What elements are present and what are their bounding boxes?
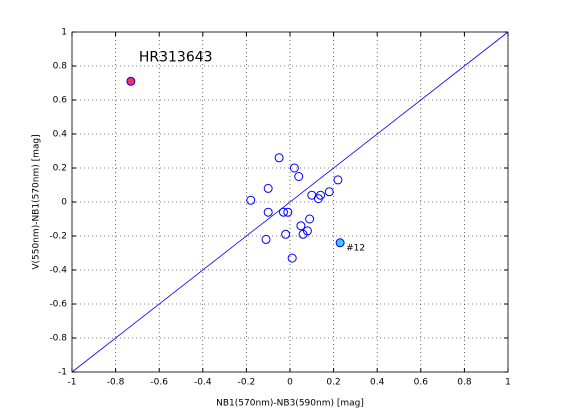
point bbox=[261, 234, 271, 244]
point bbox=[281, 229, 291, 239]
point bbox=[283, 207, 293, 217]
reference-line bbox=[71, 31, 509, 373]
x-tick-label: -0.2 bbox=[238, 378, 256, 388]
y-tick-label: -0.4 bbox=[49, 266, 67, 276]
point bbox=[335, 238, 345, 248]
point-label: HR313643 bbox=[139, 49, 213, 65]
y-tick-label: 0.6 bbox=[53, 96, 68, 106]
x-tick-label: 0 bbox=[287, 378, 293, 388]
x-tick-label: 1 bbox=[505, 378, 511, 388]
point bbox=[333, 175, 343, 185]
y-tick-label: -0.6 bbox=[49, 300, 67, 310]
x-tick-label: -0.4 bbox=[194, 378, 212, 388]
y-tick-label: 0.2 bbox=[53, 164, 67, 174]
y-tick-label: 0 bbox=[61, 198, 67, 208]
x-tick-label: -1 bbox=[68, 378, 77, 388]
point bbox=[324, 187, 334, 197]
point bbox=[274, 153, 284, 163]
x-tick-label: 0.2 bbox=[326, 378, 340, 388]
y-tick-label: -1 bbox=[58, 368, 67, 378]
x-axis-label: NB1(570nm)-NB3(590nm) [mag] bbox=[216, 399, 364, 409]
axes-box bbox=[71, 31, 509, 373]
y-tick-label: 0.8 bbox=[53, 62, 68, 72]
point bbox=[263, 207, 273, 217]
point bbox=[305, 214, 315, 224]
point bbox=[246, 195, 256, 205]
y-tick-label: -0.2 bbox=[49, 232, 67, 242]
point bbox=[278, 207, 288, 217]
x-tick-label: -0.6 bbox=[150, 378, 168, 388]
y-tick-label: 0.4 bbox=[53, 130, 68, 140]
y-tick-label: 1 bbox=[61, 28, 67, 38]
x-tick-label: 0.4 bbox=[370, 378, 385, 388]
x-tick-label: 0.8 bbox=[457, 378, 472, 388]
point bbox=[289, 163, 299, 173]
point bbox=[263, 183, 273, 193]
point-label: #12 bbox=[346, 243, 365, 253]
point bbox=[287, 253, 297, 263]
point bbox=[296, 221, 306, 231]
x-tick-label: 0.6 bbox=[414, 378, 429, 388]
x-tick-label: -0.8 bbox=[107, 378, 125, 388]
point bbox=[126, 76, 136, 86]
y-tick-label: -0.8 bbox=[49, 334, 67, 344]
point bbox=[294, 172, 304, 181]
point bbox=[316, 190, 326, 200]
point bbox=[302, 226, 312, 236]
y-axis-label: V(550nm)-NB1(570nm) [mag] bbox=[32, 134, 42, 269]
